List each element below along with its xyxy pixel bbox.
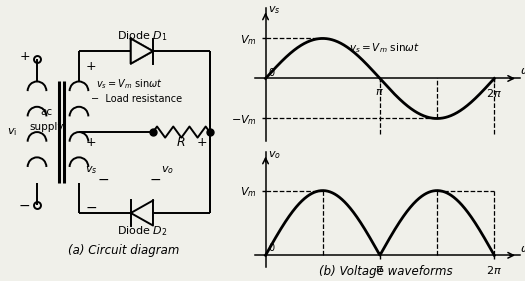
Text: ac: ac — [41, 107, 53, 117]
Text: (a) Circuit diagram: (a) Circuit diagram — [68, 244, 179, 257]
Text: $v_o$: $v_o$ — [161, 164, 174, 176]
Text: $v_o$: $v_o$ — [268, 149, 281, 161]
Text: +: + — [19, 50, 30, 63]
Text: R: R — [177, 136, 186, 149]
Polygon shape — [131, 200, 153, 226]
Text: 0: 0 — [268, 243, 275, 253]
Text: −  Load resistance: − Load resistance — [91, 94, 182, 104]
Text: $\omega t$: $\omega t$ — [520, 64, 525, 76]
Text: $v_s$: $v_s$ — [85, 164, 98, 176]
Text: −: − — [86, 201, 97, 215]
Text: $\omega t$: $\omega t$ — [520, 242, 525, 254]
Text: $v_s$: $v_s$ — [268, 4, 281, 16]
Text: Diode $D_1$: Diode $D_1$ — [117, 29, 167, 43]
Text: −: − — [19, 198, 30, 212]
Text: +: + — [86, 60, 97, 73]
Text: $v_s = V_m$ sin$\omega t$: $v_s = V_m$ sin$\omega t$ — [96, 77, 163, 91]
Text: $v_{\rm i}$: $v_{\rm i}$ — [7, 126, 17, 138]
Text: −: − — [150, 173, 161, 187]
Polygon shape — [131, 38, 153, 64]
Text: −: − — [98, 173, 109, 187]
Text: $v_s = V_m$ sin$\omega t$: $v_s = V_m$ sin$\omega t$ — [349, 42, 420, 55]
Text: +: + — [197, 136, 208, 149]
Text: 0: 0 — [268, 68, 275, 78]
Text: supply: supply — [29, 122, 64, 132]
Text: +: + — [86, 136, 97, 149]
Text: Diode $D_2$: Diode $D_2$ — [117, 224, 167, 238]
Text: (b) Voltage waveforms: (b) Voltage waveforms — [319, 265, 453, 278]
